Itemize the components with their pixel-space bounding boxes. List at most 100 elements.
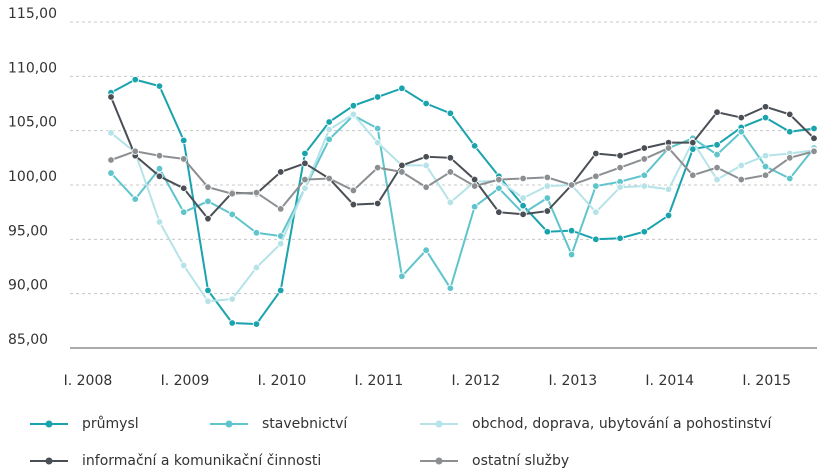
data-point [131, 147, 139, 156]
data-point [737, 113, 745, 122]
data-point [107, 156, 115, 164]
legend-swatch-dot [45, 457, 53, 465]
data-point [446, 284, 455, 292]
data-point [495, 184, 503, 192]
data-point [470, 182, 479, 190]
data-point [543, 228, 552, 236]
x-tick-label: I. 2010 [258, 373, 307, 389]
data-point [543, 194, 552, 202]
data-point [252, 263, 261, 272]
data-point [107, 169, 115, 177]
data-point [616, 151, 624, 160]
data-point [761, 162, 770, 171]
data-point [786, 128, 794, 136]
data-point [204, 183, 212, 191]
data-point [155, 218, 164, 226]
data-point [567, 226, 576, 235]
data-point [276, 205, 285, 213]
data-point [373, 138, 382, 147]
data-point [325, 125, 333, 134]
data-point [567, 250, 576, 259]
y-tick-label: 90,00 [8, 278, 48, 294]
data-point [422, 153, 430, 161]
data-point [470, 175, 479, 184]
legend-swatch-dot [435, 457, 443, 465]
data-point [301, 175, 309, 184]
data-point [713, 163, 721, 172]
data-point [422, 246, 430, 254]
data-point [761, 113, 770, 122]
data-point [180, 261, 188, 270]
data-point [664, 185, 673, 194]
data-point [204, 286, 212, 295]
y-tick-label: 85,00 [8, 332, 48, 348]
data-point [761, 171, 770, 179]
data-point [349, 186, 358, 195]
data-point [276, 286, 285, 295]
data-point [398, 161, 406, 170]
data-point [713, 150, 721, 159]
data-point [228, 295, 236, 303]
legend-swatch-dot [45, 420, 53, 428]
data-point [398, 84, 406, 92]
data-point [349, 200, 358, 209]
data-point [737, 161, 745, 170]
data-point [325, 174, 333, 183]
data-point [592, 172, 600, 181]
data-point [422, 161, 430, 170]
data-point [301, 159, 309, 167]
data-point [519, 194, 527, 202]
data-point [180, 184, 188, 192]
data-point [470, 203, 479, 211]
data-point [616, 234, 624, 242]
data-point [155, 164, 164, 173]
data-point [398, 272, 406, 280]
data-point [155, 82, 164, 90]
data-point [373, 163, 382, 172]
x-tick-label: I. 2012 [451, 373, 500, 389]
data-point [446, 168, 455, 176]
data-point [616, 183, 624, 191]
y-tick-label: 105,00 [8, 115, 57, 131]
data-point [495, 175, 503, 184]
data-point [640, 171, 649, 179]
data-point [204, 214, 212, 223]
legend-swatch-dot [435, 420, 443, 428]
data-point [737, 175, 745, 184]
data-point [592, 182, 600, 190]
data-point [470, 142, 479, 150]
data-point [592, 149, 600, 158]
data-point [810, 134, 817, 142]
data-point [228, 189, 236, 198]
data-point [713, 175, 721, 184]
data-point [180, 208, 188, 216]
y-tick-label: 110,00 [8, 60, 57, 76]
data-point [301, 149, 309, 158]
data-point [786, 154, 794, 162]
data-point [204, 197, 212, 205]
x-tick-label: I. 2014 [645, 373, 694, 389]
series-line [110, 146, 815, 211]
data-point [519, 174, 527, 183]
data-point [592, 235, 600, 244]
data-point [228, 210, 236, 219]
data-point [810, 124, 817, 133]
data-point [543, 182, 552, 190]
data-point [422, 183, 430, 191]
data-point [810, 147, 817, 156]
data-point [786, 174, 794, 183]
data-point [180, 155, 188, 163]
data-point [761, 151, 770, 160]
data-point [131, 75, 139, 84]
y-tick-label: 95,00 [8, 223, 48, 239]
data-point [446, 198, 455, 207]
data-point [664, 144, 673, 152]
data-point [640, 155, 649, 163]
data-point [301, 184, 309, 192]
data-point [495, 208, 503, 216]
y-tick-label: 100,00 [8, 169, 57, 185]
data-point [131, 195, 139, 203]
data-point [204, 297, 212, 305]
legend-label: obchod, doprava, ubytování a pohostinstv… [472, 416, 773, 432]
